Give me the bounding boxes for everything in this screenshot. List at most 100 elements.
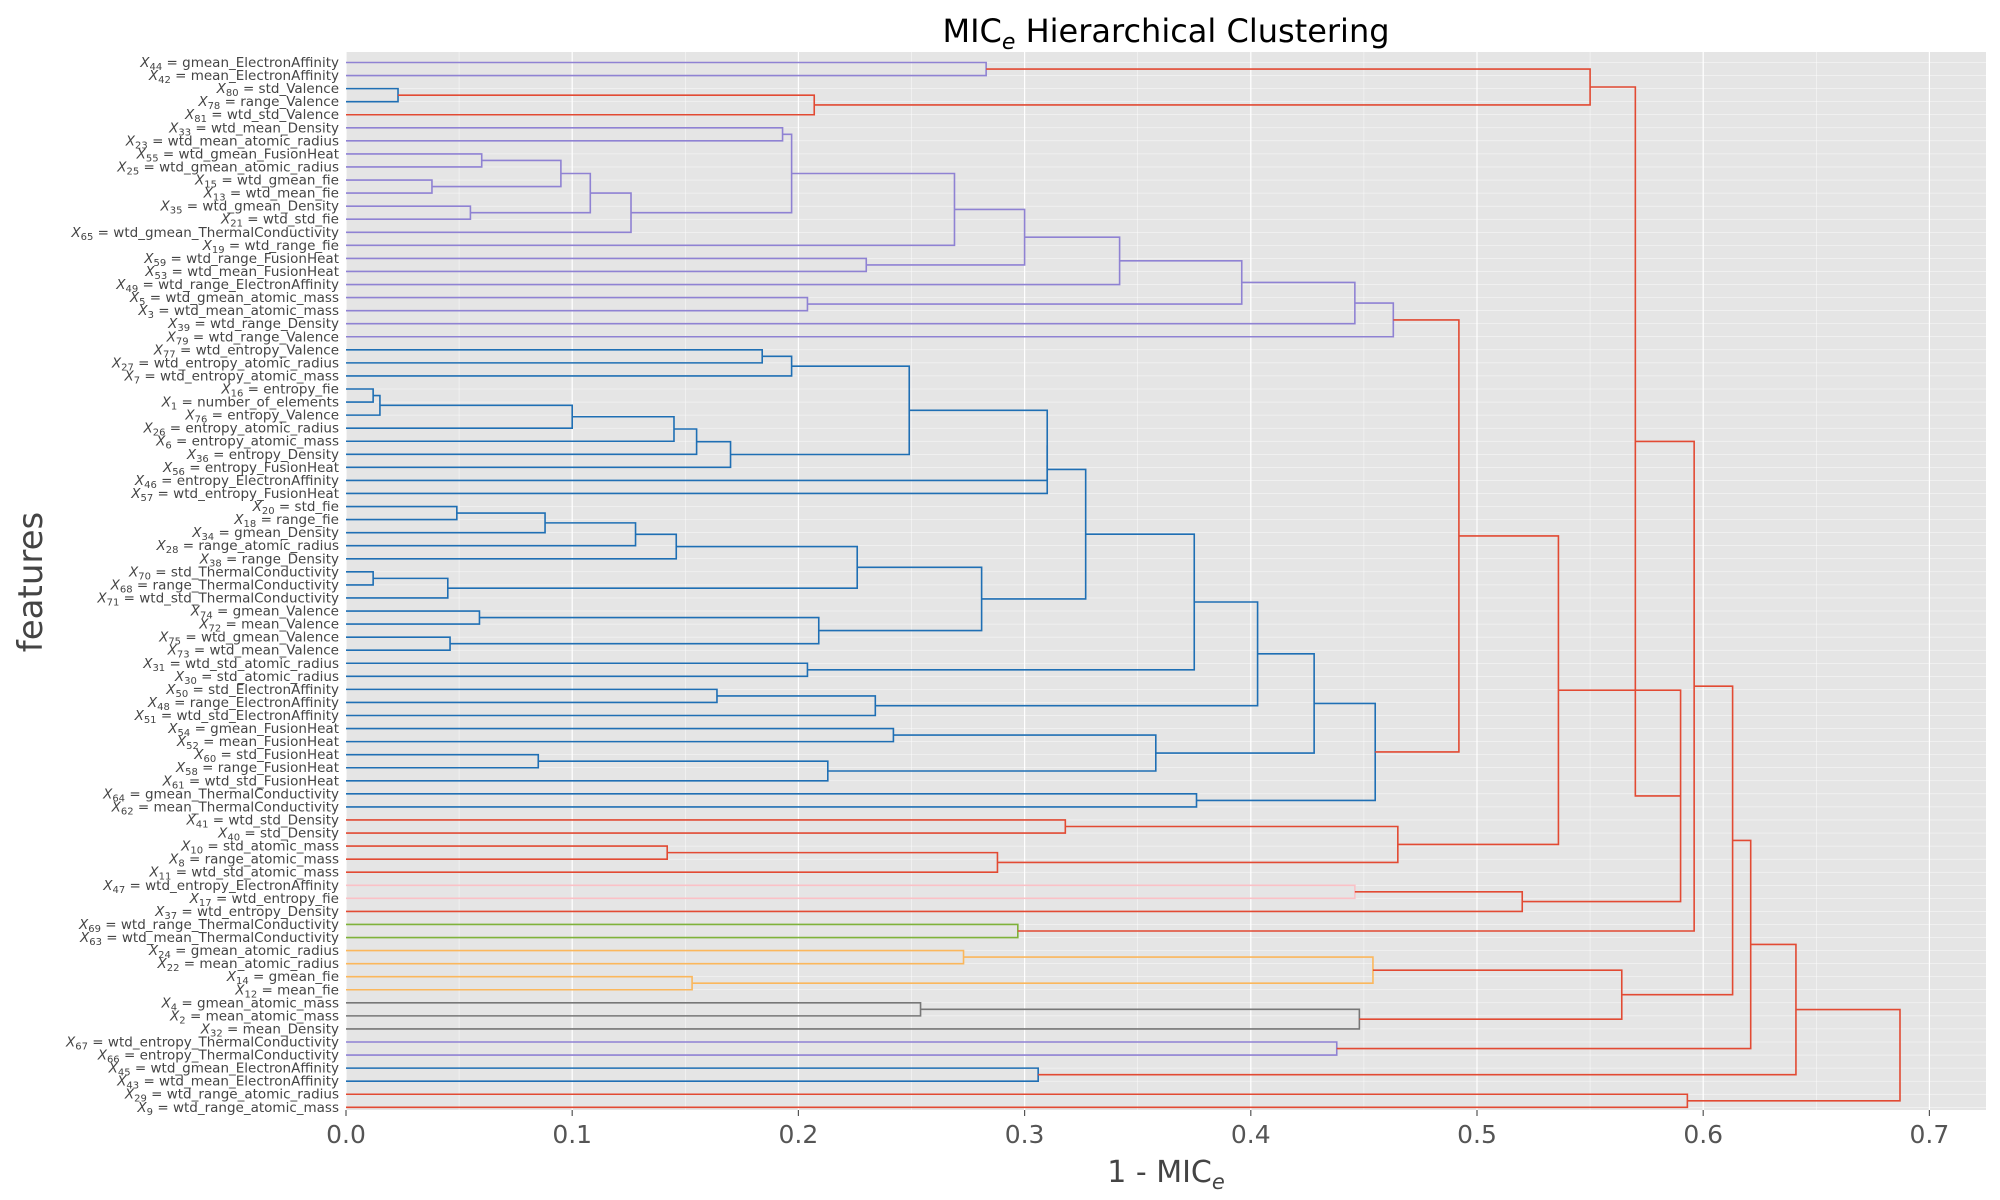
leaf-label: X13 = wtd_mean_fie	[203, 186, 339, 204]
leaf-label: X53 = wtd_mean_FusionHeat	[144, 264, 339, 282]
leaf-label: X15 = wtd_gmean_fie	[194, 173, 339, 191]
leaf-label: X61 = wtd_std_FusionHeat	[162, 773, 339, 791]
leaf-label: X9 = wtd_range_atomic_mass	[136, 1100, 339, 1118]
leaf-label: X56 = entropy_FusionHeat	[162, 460, 339, 478]
leaf-label: X39 = wtd_range_Density	[167, 316, 339, 334]
dendrogram-link	[346, 884, 1356, 900]
leaf-label: X17 = wtd_entropy_fie	[189, 891, 339, 909]
leaf-label: X72 = mean_Valence	[198, 617, 339, 635]
leaf-label: X29 = wtd_range_atomic_radius	[124, 1087, 339, 1105]
leaf-label: X70 = std_ThermalConductivity	[128, 564, 339, 582]
leaf-label: X5 = wtd_gmean_atomic_mass	[129, 290, 339, 308]
plot-panel	[346, 52, 1986, 1110]
leaf-label: X64 = gmean_ThermalConductivity	[102, 786, 339, 804]
leaf-label: X26 = entropy_atomic_radius	[143, 421, 340, 439]
dendrogram-link	[346, 281, 1356, 325]
leaf-label: X30 = std_atomic_radius	[174, 669, 339, 687]
leaf-label: X7 = wtd_entropy_atomic_mass	[123, 368, 339, 386]
leaf-label: X21 = wtd_std_fie	[220, 212, 339, 230]
leaf-label: X81 = wtd_std_Valence	[184, 107, 339, 125]
leaf-label: X41 = wtd_std_Density	[185, 812, 339, 830]
dendrogram-link	[1017, 440, 1695, 932]
leaf-label: X6 = entropy_atomic_mass	[155, 434, 339, 452]
leaf-label: X73 = wtd_mean_Valence	[167, 643, 339, 661]
x-tick-label: 0.0	[326, 1120, 366, 1149]
leaf-label: X11 = wtd_std_atomic_mass	[148, 865, 339, 883]
leaf-label: X45 = wtd_gmean_ElectronAffinity	[108, 1061, 339, 1079]
leaf-label: X35 = wtd_gmean_Density	[160, 199, 339, 217]
leaf-label: X34 = gmean_Density	[191, 525, 339, 543]
leaf-label: X77 = wtd_entropy_Valence	[153, 342, 339, 360]
leaf-label: X23 = wtd_mean_atomic_radius	[125, 133, 339, 151]
x-axis-label: 1 - MICe	[1107, 1155, 1225, 1194]
dendrogram-link	[1687, 1008, 1901, 1102]
leaf-label: X4 = gmean_atomic_mass	[160, 995, 339, 1013]
leaf-label: X25 = wtd_gmean_atomic_radius	[116, 159, 339, 177]
dendrogram-link	[346, 445, 1049, 495]
leaf-label: X57 = wtd_entropy_FusionHeat	[130, 486, 339, 504]
dendrogram-link	[1038, 943, 1797, 1076]
leaf-label: X42 = mean_ElectronAffinity	[148, 68, 339, 86]
leaf-label: X50 = std_ElectronAffinity	[165, 682, 339, 700]
y-axis-label: features	[11, 512, 51, 652]
leaf-label: X38 = range_Density	[199, 551, 339, 569]
leaf-label: X2 = mean_atomic_mass	[169, 1008, 339, 1026]
dendrogram-links	[346, 61, 1901, 1109]
leaf-label: X47 = wtd_entropy_ElectronAffinity	[102, 878, 339, 896]
leaf-label: X37 = wtd_entropy_Density	[154, 904, 339, 922]
leaf-label: X33 = wtd_mean_Density	[168, 120, 339, 138]
leaf-label: X46 = entropy_ElectronAffinity	[134, 473, 339, 491]
leaf-label: X27 = wtd_entropy_atomic_radius	[111, 355, 339, 373]
dendrogram-link	[346, 1067, 1039, 1082]
leaf-label: X44 = gmean_ElectronAffinity	[139, 55, 339, 73]
leaf-label: X36 = entropy_Density	[186, 447, 339, 465]
leaf-label: X40 = std_Density	[217, 826, 339, 844]
leaf-label: X59 = wtd_range_FusionHeat	[143, 251, 339, 269]
leaf-label: X79 = wtd_range_Valence	[166, 329, 339, 347]
leaf-label: X22 = mean_atomic_radius	[156, 956, 339, 974]
dendrogram-link	[807, 260, 1243, 305]
x-tick-label: 0.3	[1005, 1120, 1045, 1149]
leaf-label: X67 = wtd_entropy_ThermalConductivity	[65, 1035, 339, 1053]
dendrogram-link	[346, 793, 1198, 808]
dendrogram-link	[346, 923, 1019, 939]
x-tick-label: 0.7	[1910, 1120, 1950, 1149]
chart-title: MICe Hierarchical Clustering	[942, 12, 1389, 55]
leaf-label: X10 = std_atomic_mass	[180, 839, 339, 857]
x-tick-label: 0.1	[552, 1120, 592, 1149]
leaf-label: X62 = mean_ThermalConductivity	[111, 799, 339, 817]
x-tick-label: 0.6	[1683, 1120, 1723, 1149]
leaf-label: X24 = gmean_atomic_radius	[148, 943, 339, 961]
leaf-label: X28 = range_atomic_radius	[155, 538, 339, 556]
leaf-label: X32 = mean_Density	[200, 1021, 339, 1039]
x-tick-label: 0.5	[1457, 1120, 1497, 1149]
leaf-label: X8 = range_atomic_mass	[168, 852, 339, 870]
leaf-label: X43 = wtd_mean_ElectronAffinity	[116, 1074, 339, 1092]
x-tick-label: 0.2	[779, 1120, 819, 1149]
leaf-label: X78 = range_Valence	[197, 94, 339, 112]
leaf-label: X55 = wtd_gmean_FusionHeat	[136, 146, 339, 164]
leaf-label: X20 = std_fie	[252, 499, 339, 517]
leaf-label: X3 = wtd_mean_atomic_mass	[137, 303, 339, 321]
leaf-label: X74 = gmean_Valence	[190, 604, 339, 622]
leaf-label: X65 = wtd_gmean_ThermalConductivity	[70, 225, 339, 243]
leaf-label: X14 = gmean_fie	[226, 969, 339, 987]
leaf-label: X60 = std_FusionHeat	[193, 747, 339, 765]
leaf-label: X76 = entropy_Valence	[184, 408, 339, 426]
leaf-label: X18 = range_fie	[233, 512, 339, 530]
x-tick-labels: 0.0 0.1 0.2 0.3 0.4 0.5 0.6 0.7	[326, 1110, 1949, 1149]
leaf-label: X66 = entropy_ThermalConductivity	[97, 1048, 339, 1066]
leaf-label: X69 = wtd_range_ThermalConductivity	[78, 917, 339, 935]
leaf-label: X75 = wtd_gmean_Valence	[158, 630, 339, 648]
leaf-label: X68 = range_ThermalConductivity	[110, 577, 339, 595]
leaf-label: X58 = range_FusionHeat	[175, 760, 339, 778]
leaf-label: X19 = wtd_range_fie	[202, 238, 339, 256]
leaf-label: X31 = wtd_std_atomic_radius	[142, 656, 339, 674]
leaf-label: X1 = number_of_elements	[161, 395, 339, 413]
leaf-label: X80 = std_Valence	[216, 81, 339, 99]
leaf-label: X54 = gmean_FusionHeat	[167, 721, 339, 739]
leaf-label: X16 = entropy_fie	[220, 382, 339, 400]
leaf-label: X48 = range_ElectronAffinity	[147, 695, 339, 713]
